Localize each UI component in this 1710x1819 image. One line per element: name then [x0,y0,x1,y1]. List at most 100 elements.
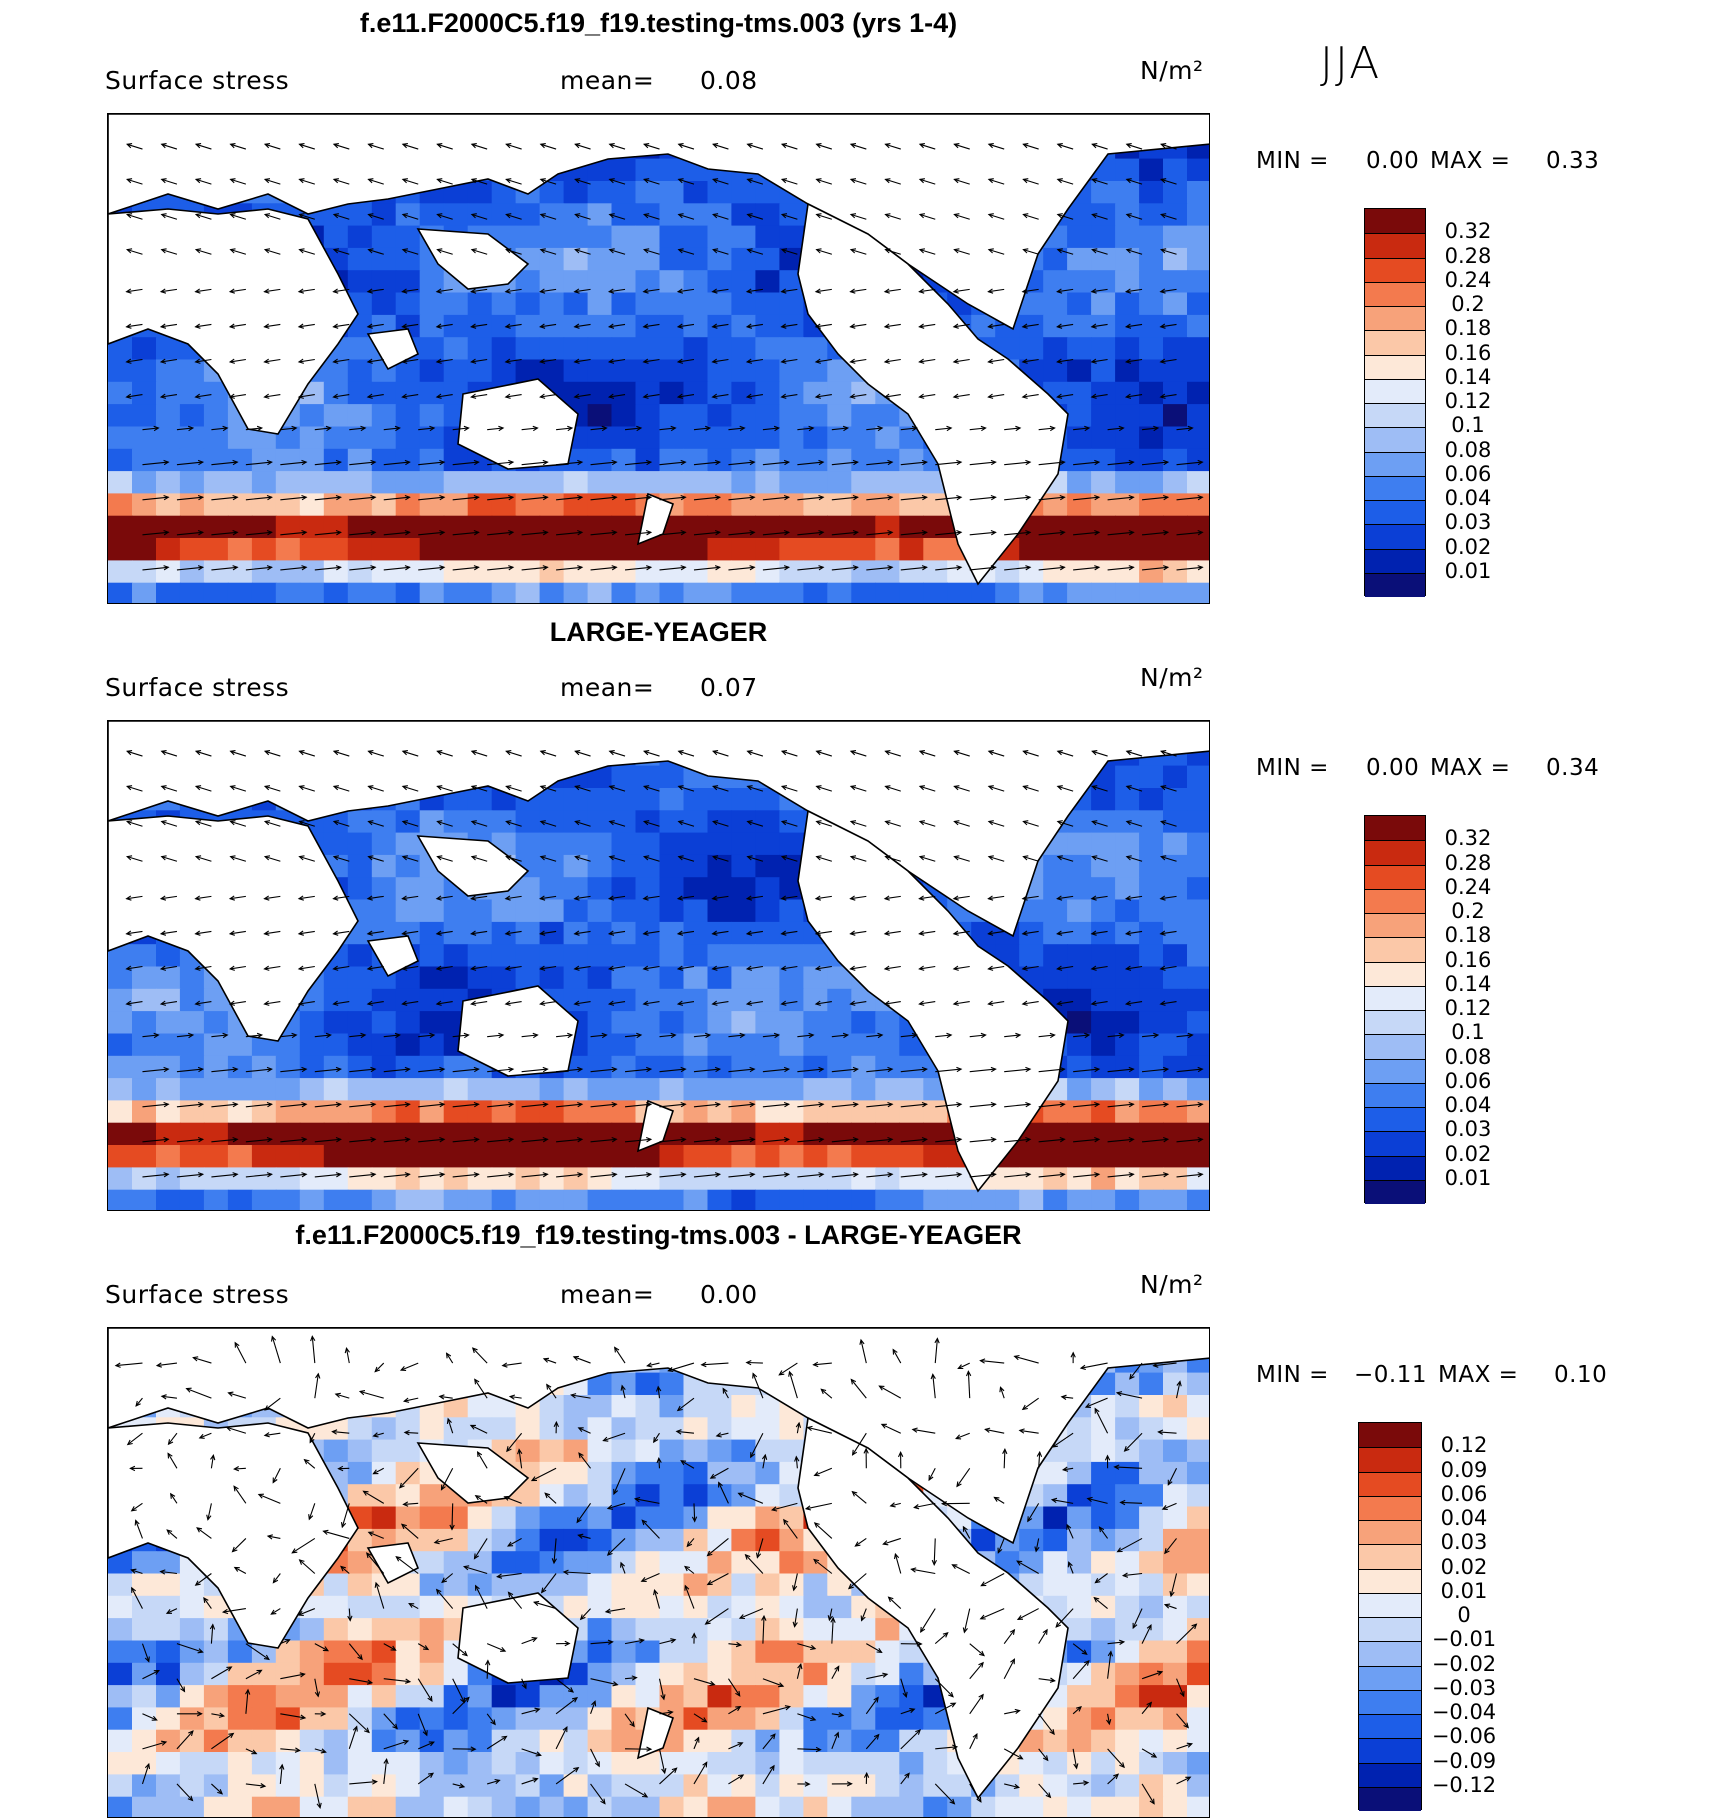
wind-vector [504,930,522,936]
wind-vector [298,248,315,255]
field-cell [1187,404,1209,427]
field-cell [899,1055,924,1079]
wind-vector [160,820,178,827]
field-cell [851,1685,876,1708]
wind-vector [1125,820,1143,827]
field-cell [443,1752,469,1775]
field-cell [707,582,733,603]
field-cell [1115,560,1140,584]
field-cell [731,181,756,204]
field-cell [851,1774,876,1798]
field-cell [1019,944,1044,968]
wind-vector [141,1643,150,1663]
wind-vector [1021,288,1039,294]
field-cell [635,1796,661,1817]
wind-vector [969,565,997,571]
field-cell [1187,1752,1209,1775]
wind-vector [1056,178,1074,185]
field-cell [659,1439,685,1463]
field-cell [707,448,733,472]
field-cell [203,1640,229,1664]
wind-vector [577,1427,591,1434]
wind-vector [969,1732,978,1750]
wind-vector [555,1766,580,1785]
wind-vector [263,288,281,294]
wind-vector [880,1423,902,1434]
field-cell [108,404,133,427]
wind-vector [332,855,350,862]
field-cell [251,1685,277,1708]
wind-vector [574,750,591,757]
field-cell [683,1100,709,1124]
wind-vector [659,1709,674,1716]
wind-vector [176,459,205,466]
field-cell [467,810,493,834]
wind-vector [1073,1172,1101,1178]
wind-vector [1073,459,1101,466]
wind-vector [344,1346,350,1364]
wind-vector [402,1397,419,1403]
wind-vector [952,965,970,971]
wind-vector [1061,1466,1074,1472]
field-cell [875,1707,900,1731]
field-cell [419,1145,445,1168]
field-cell [587,988,613,1012]
field-cell [1067,1573,1092,1597]
wind-vector [831,1665,840,1679]
wind-vector [797,1713,817,1722]
wind-vector [940,1501,970,1507]
field-cell [707,788,733,811]
wind-vector [1021,895,1039,901]
wind-vector [677,178,695,185]
field-cell [587,158,613,182]
wind-vector [167,1432,178,1446]
wind-vector [1003,1628,1016,1644]
field-cell [491,1167,517,1191]
wind-vector [401,143,419,150]
wind-vector [814,965,832,971]
wind-vector [470,785,488,792]
field-cell [1091,1167,1116,1191]
wind-vector [298,750,315,757]
field-cell [1163,966,1188,990]
field-cell [659,1796,685,1817]
wind-vector [814,323,832,329]
field-cell [156,381,181,405]
field-cell [683,1167,709,1191]
wind-vector [624,1136,653,1143]
field-cell [827,1640,852,1664]
field-cell [923,515,948,539]
field-cell [515,1774,541,1798]
field-cell [1139,560,1164,584]
wind-vector [452,494,480,501]
field-cell [851,515,876,539]
wind-vector [1021,358,1039,364]
field-cell [1067,314,1092,338]
field-cell [731,404,756,427]
field-cell [1187,1372,1209,1396]
wind-vector [367,213,384,220]
field-cell [875,1774,900,1798]
field-cell [1139,1167,1164,1191]
wind-vector [470,213,488,220]
field-cell [132,560,157,584]
field-cell [755,966,780,990]
field-cell [1163,1189,1188,1210]
wind-vector [866,1172,894,1178]
field-cell [203,493,229,517]
field-cell [635,1640,661,1664]
panel-3-mean-value: 0.00 [700,1280,758,1309]
field-cell [1163,1439,1188,1463]
wind-vector [590,425,608,432]
field-cell [371,1055,397,1079]
field-cell [1139,1573,1164,1597]
wind-vector [399,1362,419,1371]
field-cell [635,1395,661,1418]
continent-outline [636,1706,674,1760]
wind-vector [436,750,453,757]
field-cell [779,1078,804,1101]
field-cell [251,1055,277,1079]
field-cell [587,404,613,427]
field-cell [108,1595,133,1619]
field-cell [635,944,661,968]
